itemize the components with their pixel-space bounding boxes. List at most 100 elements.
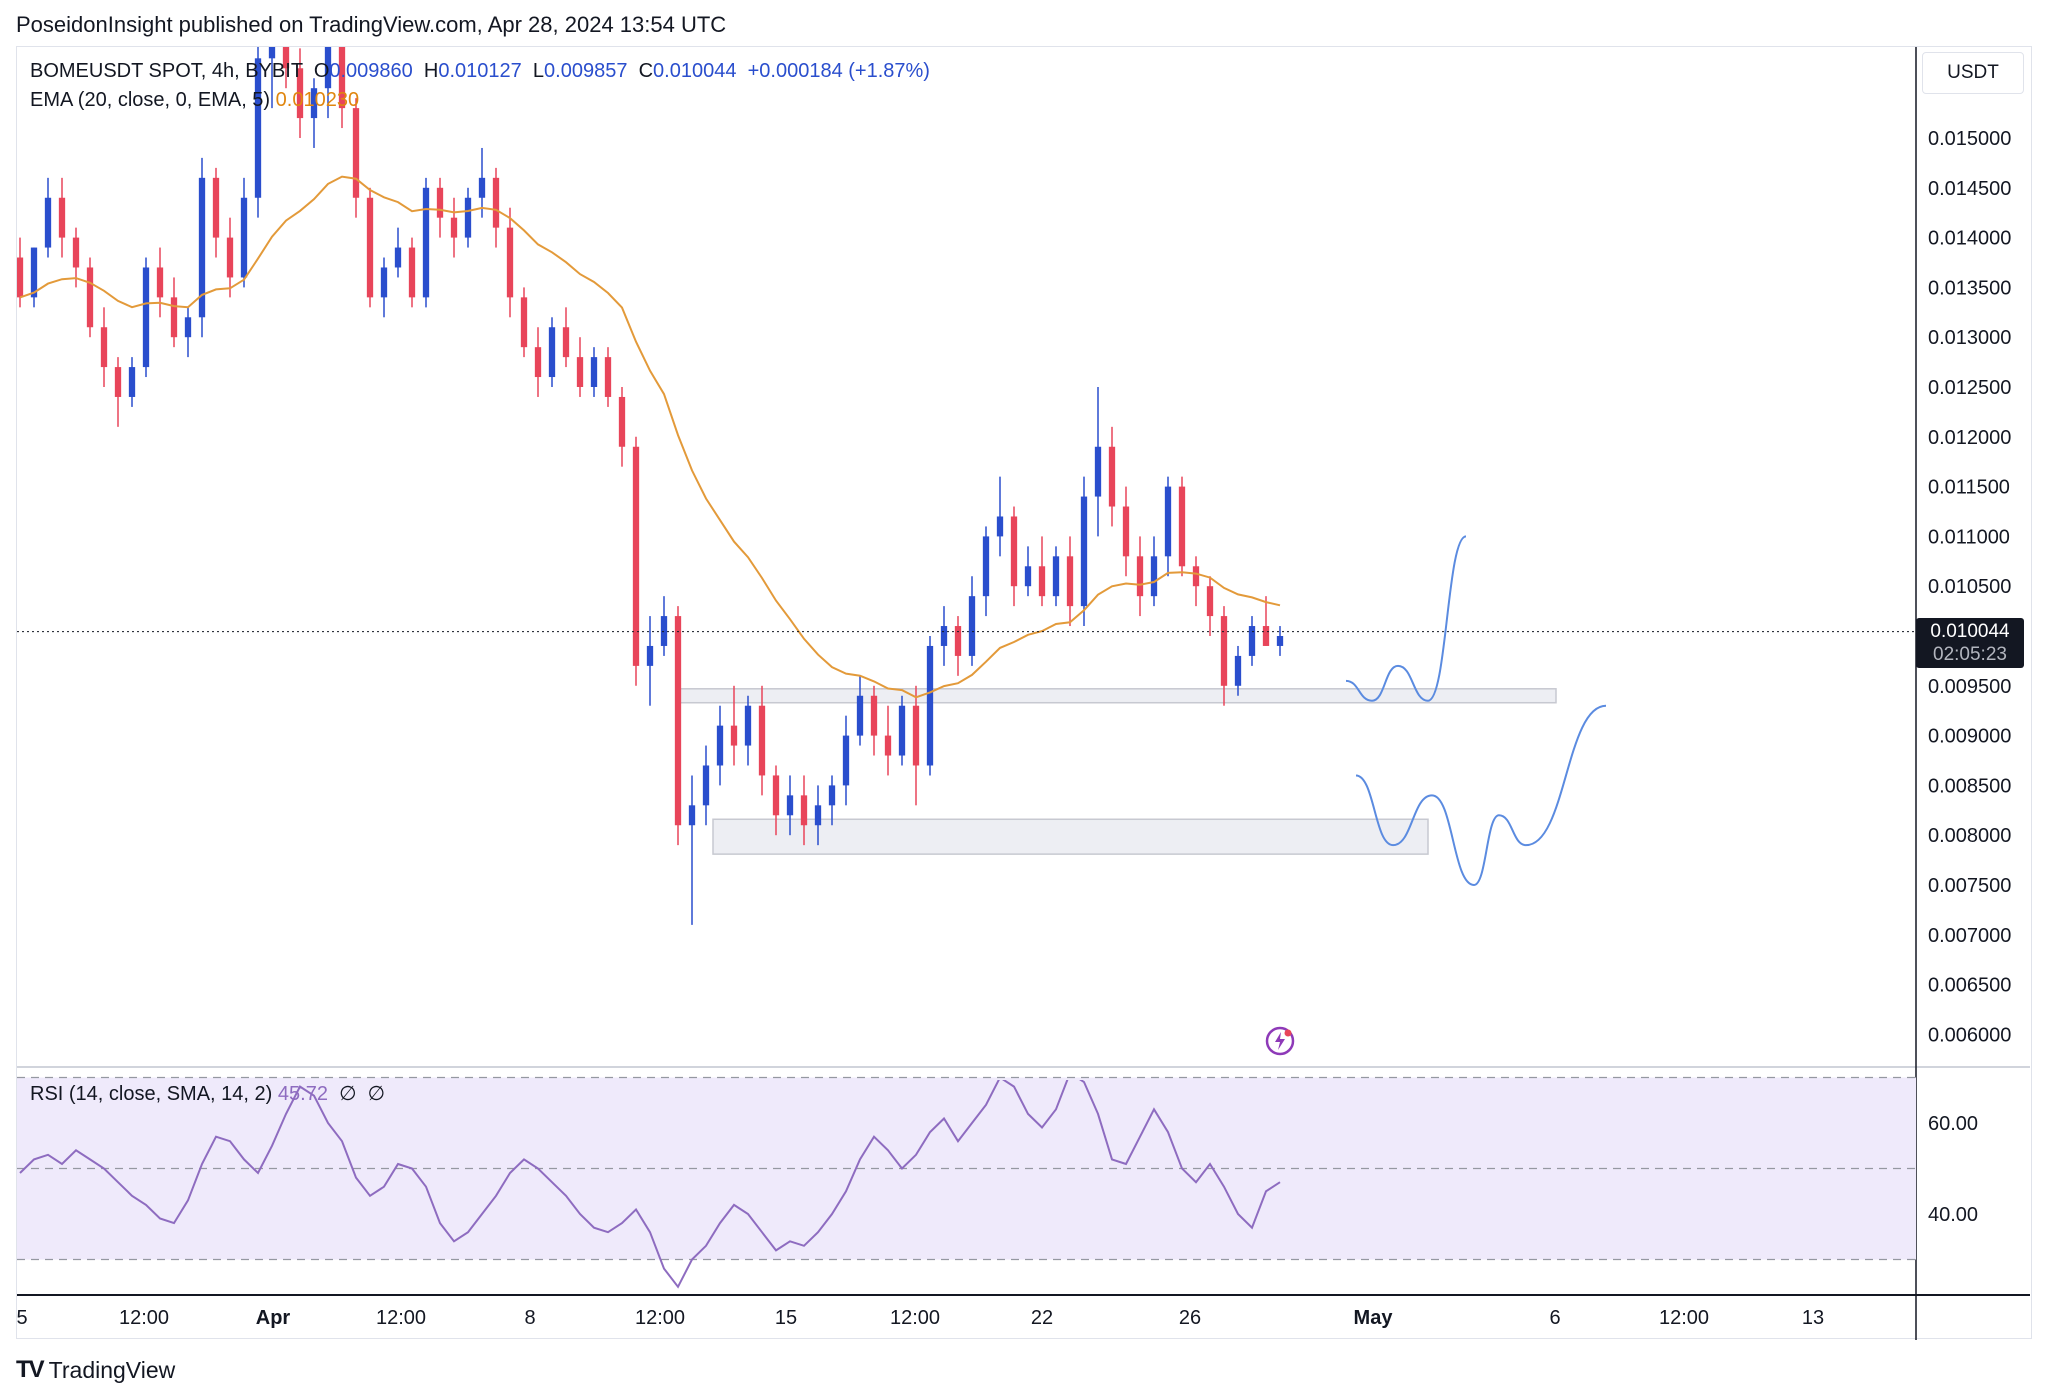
candle-body xyxy=(114,367,122,397)
candle-body xyxy=(940,626,948,646)
rsi-hide-icon[interactable]: ∅ xyxy=(339,1083,357,1105)
candle-body xyxy=(590,357,598,387)
candle-body xyxy=(884,735,892,756)
flash-icon[interactable] xyxy=(1265,1026,1295,1056)
candle-body xyxy=(128,367,136,397)
time-tick-label: 26 xyxy=(1179,1307,1201,1329)
price-tick-label: 0.007000 xyxy=(1928,925,2011,947)
candle-body xyxy=(1192,566,1200,587)
candle-body xyxy=(576,357,584,387)
candle-body xyxy=(534,347,542,378)
candle-body xyxy=(954,626,962,656)
tradingview-brand[interactable]: TV TradingView xyxy=(16,1356,175,1384)
candle-body xyxy=(1262,626,1270,646)
candle-body xyxy=(968,596,976,656)
candle-body xyxy=(156,267,164,298)
candle-body xyxy=(758,705,766,776)
candle-body xyxy=(1206,586,1214,617)
candle-body xyxy=(268,47,276,59)
last-price-tag: 0.010044 02:05:23 xyxy=(1916,618,2024,668)
candle-body xyxy=(1038,566,1046,597)
price-tick-label: 0.011500 xyxy=(1928,477,2010,499)
candle-body xyxy=(702,765,710,806)
time-tick-label: 13 xyxy=(1802,1307,1824,1329)
candle-body xyxy=(506,227,514,298)
candle-body xyxy=(1234,655,1242,686)
candle-body xyxy=(744,705,752,746)
price-tick-label: 0.006500 xyxy=(1928,975,2011,997)
price-tick-label: 0.013000 xyxy=(1928,327,2011,349)
candle-body xyxy=(226,237,234,278)
candle-body xyxy=(604,357,612,397)
candle-body xyxy=(380,267,388,298)
candle-body xyxy=(1276,636,1284,646)
candles-group xyxy=(17,47,1284,925)
time-tick-label: 5 xyxy=(16,1307,27,1329)
time-tick-label: 12:00 xyxy=(635,1307,685,1329)
time-tick-label: 12:00 xyxy=(1659,1307,1709,1329)
symbol-label[interactable]: BOMEUSDT SPOT, 4h, BYBIT xyxy=(30,60,303,82)
candle-body xyxy=(660,616,668,646)
candle-body xyxy=(1024,566,1032,587)
candle-body xyxy=(450,217,458,238)
price-tick-label: 0.011000 xyxy=(1928,526,2010,548)
candle-body xyxy=(58,197,66,238)
candle-body xyxy=(646,645,654,666)
candle-body xyxy=(492,177,500,228)
ema-line xyxy=(19,175,1281,699)
rsi-label[interactable]: RSI (14, close, SMA, 14, 2) xyxy=(30,1083,273,1105)
close-value: 0.010044 xyxy=(653,60,737,82)
time-tick-label: 22 xyxy=(1031,1307,1053,1329)
time-tick-label: 6 xyxy=(1549,1307,1560,1329)
candle-body xyxy=(478,177,486,198)
candle-body xyxy=(184,317,192,338)
price-tick-label: 0.007500 xyxy=(1928,875,2011,897)
candle-body xyxy=(1220,616,1228,686)
author-name[interactable]: PoseidonInsight xyxy=(16,12,173,37)
open-value: 0.009860 xyxy=(329,60,413,82)
rsi-source-icon[interactable]: ∅ xyxy=(367,1083,386,1105)
candle-body xyxy=(632,446,640,666)
candle-body xyxy=(408,247,416,298)
rsi-legend: RSI (14, close, SMA, 14, 2) 45.72 ∅ ∅ xyxy=(30,1081,385,1106)
time-tick-label: 12:00 xyxy=(119,1307,169,1329)
candle-body xyxy=(394,247,402,268)
price-tick-label: 0.009000 xyxy=(1928,726,2011,748)
projection-path xyxy=(1355,704,1607,887)
candle-body xyxy=(1150,556,1158,597)
price-tick-label: 0.012500 xyxy=(1928,377,2011,399)
price-tick-label: 0.008500 xyxy=(1928,775,2011,797)
candle-body xyxy=(240,197,248,278)
currency-selector[interactable]: USDT xyxy=(1922,52,2024,94)
time-tick-label: 12:00 xyxy=(890,1307,940,1329)
ema-legend: EMA (20, close, 0, EMA, 5) 0.010230 xyxy=(30,89,359,112)
high-value: 0.010127 xyxy=(438,60,522,82)
candle-body xyxy=(1010,516,1018,587)
close-label: C xyxy=(638,60,654,82)
candle-body xyxy=(1248,626,1256,656)
bar-countdown: 02:05:23 xyxy=(1933,644,2007,665)
candle-body xyxy=(282,47,290,69)
candle-body xyxy=(730,725,738,746)
time-tick-label: 8 xyxy=(524,1307,535,1329)
candle-body xyxy=(212,177,220,238)
candle-body xyxy=(842,735,850,786)
candle-body xyxy=(1052,556,1060,597)
candle-body xyxy=(310,88,318,119)
ema-label[interactable]: EMA (20, close, 0, EMA, 5) xyxy=(30,89,271,111)
candle-body xyxy=(674,616,682,826)
candle-body xyxy=(618,396,626,447)
candle-body xyxy=(688,805,696,826)
candle-body xyxy=(870,695,878,736)
price-tick-label: 0.014500 xyxy=(1928,178,2011,200)
candle-body xyxy=(142,267,150,368)
candle-body xyxy=(716,725,724,766)
candle-body xyxy=(562,327,570,358)
candle-body xyxy=(520,297,528,348)
candle-body xyxy=(1108,446,1116,507)
ema-value: 0.010230 xyxy=(275,89,360,111)
price-legend: BOMEUSDT SPOT, 4h, BYBIT O0.009860 H0.01… xyxy=(30,60,930,83)
candle-body xyxy=(828,785,836,806)
change-value: +0.000184 (+1.87%) xyxy=(747,60,930,82)
